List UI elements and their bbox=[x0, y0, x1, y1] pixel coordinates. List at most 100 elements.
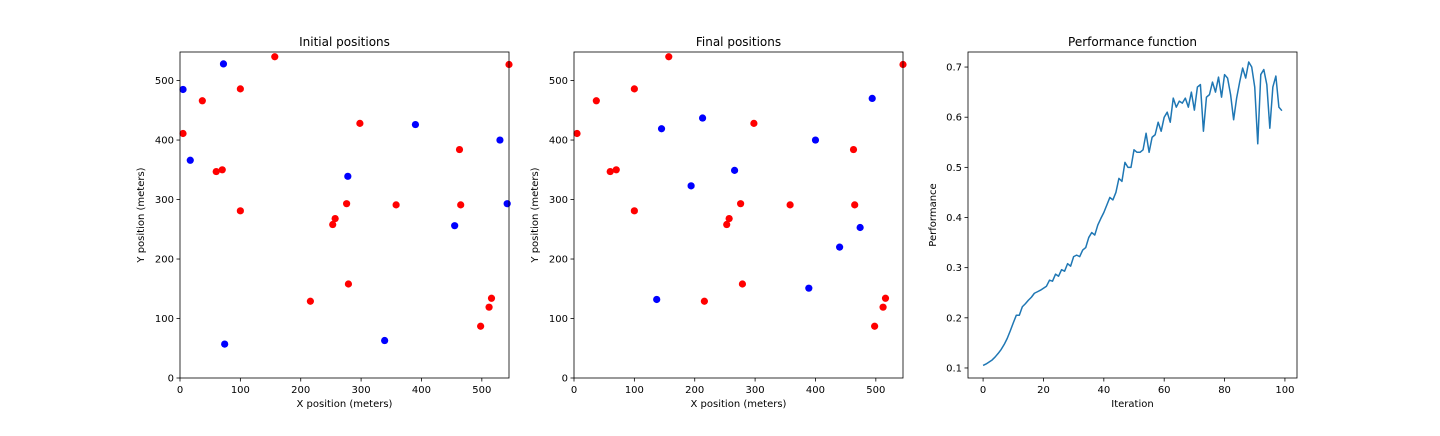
data-point bbox=[496, 136, 504, 144]
data-point bbox=[344, 172, 352, 180]
x-tick-label: 60 bbox=[1158, 385, 1171, 396]
data-point bbox=[606, 167, 614, 176]
data-point bbox=[723, 220, 731, 229]
data-point bbox=[657, 125, 666, 133]
data-point bbox=[573, 129, 581, 138]
x-tick-label: 200 bbox=[291, 385, 310, 396]
data-point bbox=[356, 119, 364, 127]
x-tick-label: 400 bbox=[806, 385, 825, 396]
x-tick-label: 0 bbox=[177, 385, 183, 396]
data-point bbox=[198, 97, 206, 105]
chart-title: Initial positions bbox=[299, 35, 390, 49]
y-tick-label: 0.4 bbox=[946, 213, 962, 224]
x-tick-label: 400 bbox=[412, 385, 431, 396]
data-point bbox=[485, 303, 493, 311]
y-tick-label: 0.2 bbox=[946, 313, 962, 324]
data-point bbox=[700, 297, 708, 305]
y-tick-label: 400 bbox=[549, 136, 568, 147]
data-point bbox=[331, 214, 339, 223]
data-point bbox=[344, 280, 353, 288]
y-tick-label: 100 bbox=[549, 314, 568, 325]
data-point bbox=[653, 295, 661, 304]
x-tick-label: 300 bbox=[352, 385, 371, 396]
x-tick-label: 0 bbox=[571, 385, 577, 396]
data-point bbox=[592, 97, 600, 105]
data-point bbox=[698, 114, 707, 122]
y-axis-label: Y position (meters) bbox=[530, 167, 541, 263]
data-point bbox=[503, 200, 511, 208]
data-point bbox=[805, 284, 813, 292]
x-tick-label: 80 bbox=[1218, 385, 1231, 396]
data-point bbox=[725, 214, 733, 223]
chart-title: Performance function bbox=[1068, 35, 1197, 49]
x-tick-label: 100 bbox=[231, 385, 250, 396]
x-axis-label: X position (meters) bbox=[691, 399, 787, 410]
x-tick-label: 100 bbox=[625, 385, 644, 396]
data-point bbox=[411, 120, 420, 129]
chart-title: Final positions bbox=[696, 35, 781, 49]
data-point bbox=[477, 322, 485, 330]
data-point bbox=[851, 201, 859, 209]
performance-line bbox=[982, 61, 1283, 367]
y-tick-label: 300 bbox=[155, 195, 174, 206]
data-point bbox=[487, 294, 496, 302]
y-tick-label: 0.6 bbox=[946, 113, 962, 124]
y-tick-label: 0.3 bbox=[946, 263, 962, 274]
x-axis-label: X position (meters) bbox=[297, 399, 393, 410]
y-tick-label: 0.1 bbox=[946, 363, 962, 374]
y-tick-label: 500 bbox=[549, 76, 568, 87]
data-point bbox=[750, 119, 758, 127]
data-point bbox=[236, 85, 244, 93]
data-point bbox=[212, 167, 220, 176]
x-tick-label: 0 bbox=[980, 385, 986, 396]
x-tick-label: 500 bbox=[472, 385, 491, 396]
data-point bbox=[306, 297, 314, 305]
y-tick-label: 0 bbox=[168, 374, 174, 385]
data-point bbox=[457, 201, 465, 209]
y-tick-label: 0.7 bbox=[946, 63, 962, 74]
data-point bbox=[687, 182, 695, 190]
data-point bbox=[219, 60, 228, 68]
axes-frame bbox=[967, 51, 1298, 379]
data-point bbox=[856, 223, 864, 232]
data-point bbox=[271, 53, 279, 61]
data-point bbox=[381, 336, 389, 345]
data-point bbox=[630, 85, 638, 93]
data-point bbox=[218, 166, 226, 174]
data-point bbox=[879, 303, 887, 311]
data-point bbox=[186, 156, 194, 164]
data-point bbox=[630, 207, 638, 215]
data-point bbox=[881, 294, 890, 302]
data-point bbox=[730, 166, 739, 174]
data-point bbox=[836, 243, 844, 251]
x-tick-label: 20 bbox=[1037, 385, 1050, 396]
x-tick-label: 500 bbox=[866, 385, 885, 396]
axes-frame bbox=[179, 51, 510, 379]
data-point bbox=[179, 129, 187, 138]
data-point bbox=[849, 145, 858, 154]
data-point bbox=[455, 145, 464, 154]
data-point bbox=[236, 207, 244, 215]
data-point bbox=[868, 94, 876, 103]
y-tick-label: 0 bbox=[562, 374, 568, 385]
y-tick-label: 200 bbox=[155, 255, 174, 266]
data-point bbox=[871, 322, 879, 330]
y-tick-label: 400 bbox=[155, 136, 174, 147]
x-axis-label: Iteration bbox=[1111, 399, 1153, 410]
y-axis-label: Y position (meters) bbox=[136, 167, 147, 263]
data-point bbox=[221, 340, 229, 348]
data-point bbox=[737, 200, 745, 208]
data-point bbox=[392, 201, 400, 209]
data-point bbox=[329, 220, 337, 229]
y-tick-label: 100 bbox=[155, 314, 174, 325]
x-tick-label: 100 bbox=[1275, 385, 1294, 396]
data-point bbox=[811, 136, 820, 144]
y-tick-label: 300 bbox=[549, 195, 568, 206]
y-axis-label: Performance bbox=[928, 183, 939, 246]
data-point bbox=[738, 280, 747, 288]
x-tick-label: 200 bbox=[685, 385, 704, 396]
axes-frame bbox=[573, 51, 904, 379]
data-point bbox=[612, 166, 620, 174]
data-point bbox=[343, 200, 351, 208]
